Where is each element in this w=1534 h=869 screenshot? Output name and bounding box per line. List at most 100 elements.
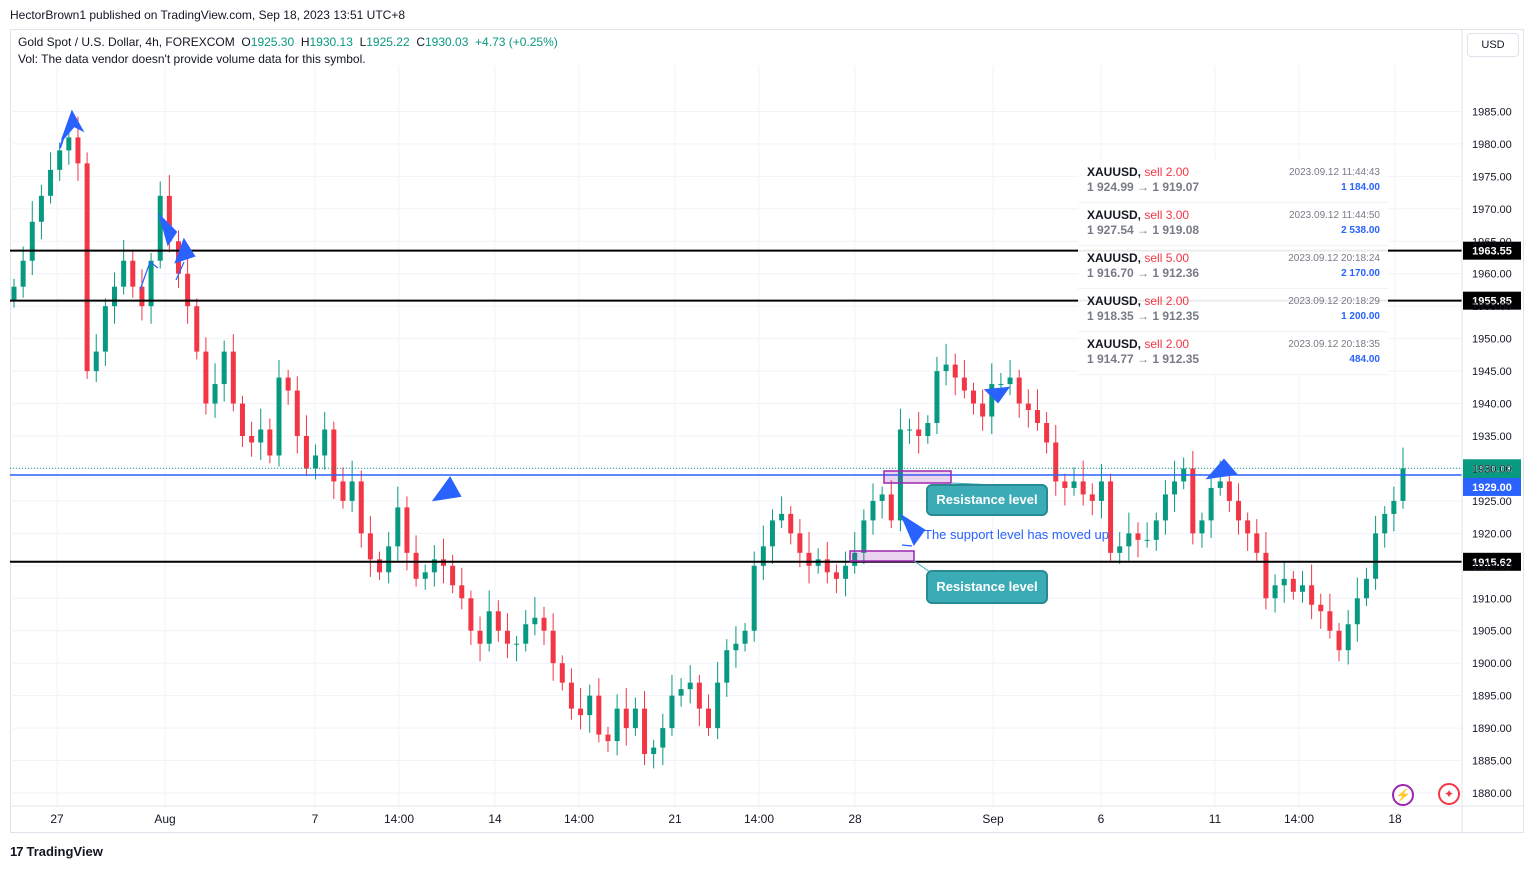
open-value: 1925.30 (250, 35, 295, 49)
x-tick-label: 14:00 (1284, 812, 1314, 826)
trade-side: sell 2.00 (1144, 337, 1190, 351)
tradingview-logo-icon: 17 (10, 844, 24, 859)
trade-pnl: 2 170.00 (1341, 268, 1380, 279)
arrow-outline (901, 544, 913, 547)
candle-body (632, 708, 638, 729)
candle-body (578, 708, 584, 716)
y-tick-label: 1925.00 (1472, 496, 1512, 508)
flag-icon[interactable]: ✦ (1438, 783, 1460, 805)
candle-body (760, 546, 766, 566)
tradingview-footer[interactable]: 17 TradingView (10, 844, 103, 859)
currency-button[interactable]: USD (1467, 33, 1519, 57)
symbol-name: Gold Spot / U.S. Dollar, 4h, FOREXCOM (18, 35, 235, 49)
candle-body (769, 520, 775, 547)
y-tick-label: 1890.00 (1472, 723, 1512, 735)
candle-body (733, 643, 739, 651)
trade-symbol: XAUUSD, sell 5.00 (1087, 251, 1190, 265)
lightning-icon[interactable]: ⚡ (1392, 784, 1414, 806)
trade-pnl: 484.00 (1349, 354, 1380, 365)
candle-body (888, 494, 894, 521)
y-tick-label: 1975.00 (1472, 171, 1512, 183)
candle-body (459, 585, 465, 599)
candle-body (779, 513, 785, 521)
y-tick-label: 1940.00 (1472, 399, 1512, 411)
arrow-outline (175, 261, 185, 281)
low-value: 1925.22 (366, 35, 410, 49)
trade-symbol: XAUUSD, sell 3.00 (1087, 208, 1190, 222)
candle-body (852, 552, 858, 566)
candle-body (1062, 481, 1068, 488)
candle-body (431, 559, 437, 573)
candle-body (84, 163, 90, 372)
level-price-label: 1915.62 (1472, 557, 1512, 569)
candle-body (916, 429, 922, 436)
candle-body (861, 520, 867, 553)
candle-body (358, 481, 364, 534)
trades-panel: XAUUSD, sell 2.00 1 924.99 → 1 919.07 2023… (1078, 160, 1388, 375)
y-tick-label: 1910.00 (1472, 593, 1512, 605)
candle-body (504, 630, 510, 644)
candle-body (367, 533, 373, 560)
candle-body (102, 306, 108, 352)
candle-body (349, 481, 355, 501)
candle-body (404, 507, 410, 553)
candle-body (377, 559, 383, 573)
candle-body (1309, 585, 1315, 605)
candle-body (751, 565, 757, 631)
candle-body (1190, 468, 1196, 534)
candle-body (477, 630, 483, 644)
trade-prices: 1 924.99 → 1 919.07 (1087, 180, 1200, 194)
candle-body (1272, 585, 1278, 599)
resistance-label-upper[interactable]: Resistance level (926, 484, 1048, 516)
candle-body (112, 286, 118, 307)
candle-body (1327, 611, 1333, 631)
candle-body (541, 617, 547, 631)
candle-body (1382, 513, 1388, 534)
y-tick-label: 1980.00 (1472, 139, 1512, 151)
x-tick-label: 7 (312, 812, 319, 826)
candle-body (1071, 481, 1077, 488)
candle-body (29, 221, 35, 261)
candle-body (185, 273, 191, 307)
up-arrow-icon (174, 237, 196, 264)
candle-body (130, 260, 136, 287)
down-arrow-icon (899, 513, 926, 547)
arrow-outline (139, 261, 159, 291)
candle-body (249, 436, 255, 443)
candle-body (331, 429, 337, 482)
candle-body (925, 423, 931, 436)
candle-body (998, 384, 1004, 386)
candle-body (660, 728, 666, 748)
candle-body (1172, 481, 1178, 495)
candle-body (294, 390, 300, 436)
resistance-label-lower[interactable]: Resistance level (926, 570, 1048, 604)
candle-body (788, 513, 794, 534)
chart-frame (10, 29, 1524, 833)
candle-body (614, 708, 620, 742)
candle-body (38, 195, 44, 222)
candle-body (75, 137, 81, 164)
trade-pnl: 1 184.00 (1341, 182, 1380, 193)
candle-body (706, 708, 711, 729)
trade-time: 2023.09.12 20:18:29 (1288, 296, 1380, 307)
candle-body (514, 643, 520, 645)
y-tick-label: 1970.00 (1472, 204, 1512, 216)
up-arrow-icon (431, 476, 462, 502)
candle-body (1263, 552, 1269, 599)
candle-body (1135, 533, 1141, 540)
trade-time: 2023.09.12 11:44:43 (1288, 167, 1380, 178)
candle-body (1044, 423, 1050, 443)
candle-body (961, 377, 967, 391)
candle-body (486, 611, 492, 644)
candle-body (157, 195, 163, 261)
level-price-tag (1463, 241, 1521, 260)
trade-pnl: 2 538.00 (1341, 225, 1380, 236)
level-price-tag (1463, 291, 1521, 310)
candle-body (550, 630, 556, 664)
candle-body (212, 384, 218, 404)
support-note[interactable]: The support level has moved up (924, 527, 1109, 542)
candle-body (395, 507, 401, 547)
trade-side: sell 3.00 (1144, 208, 1190, 222)
